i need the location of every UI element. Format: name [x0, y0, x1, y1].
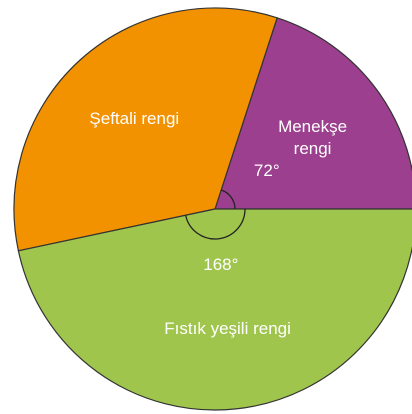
angle-arc	[220, 189, 236, 210]
category-label: Şeftali rengi	[89, 109, 180, 129]
angle-arc	[185, 208, 246, 240]
category-label: Menekşe rengi	[278, 117, 348, 159]
pie-slice	[13, 7, 278, 252]
angle-label: 72°	[253, 161, 280, 181]
category-label: Fıstık yeşili rengi	[164, 318, 291, 338]
pie-slice	[214, 17, 412, 210]
pie-slice	[17, 208, 412, 411]
angle-label: 168°	[203, 254, 239, 274]
